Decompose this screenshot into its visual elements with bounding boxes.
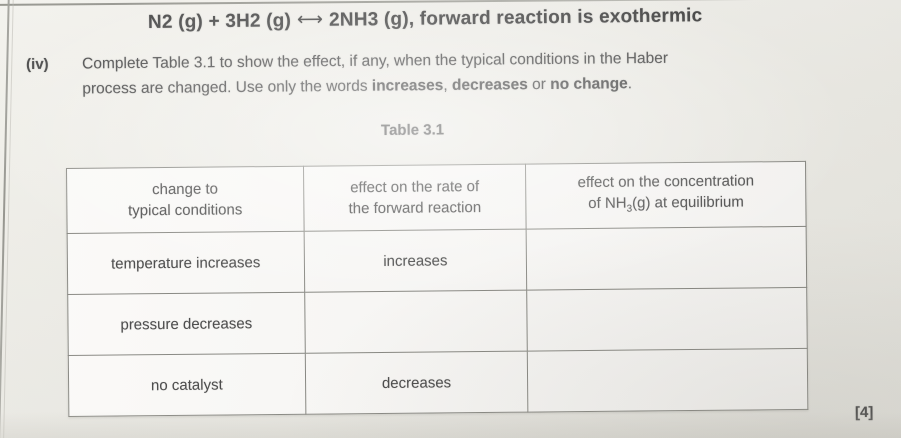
header-col2-line2: the forward reaction bbox=[348, 199, 482, 218]
header-cell-effect-on-concentration: effect on the concentration of NH3(g) at… bbox=[525, 161, 807, 230]
header-col3-line2-suffix: (g) at equilibrium bbox=[632, 193, 744, 212]
keyword-decreases: decreases bbox=[451, 76, 528, 94]
cell-concentration-3[interactable] bbox=[527, 348, 808, 413]
question-marker: (iv) bbox=[26, 55, 49, 73]
cell-rate-1[interactable]: increases bbox=[303, 229, 528, 293]
header-cell-change-to-typical-conditions: change to typical conditions bbox=[66, 166, 304, 234]
table-row: no catalyst decreases bbox=[68, 348, 808, 417]
table-header: change to typical conditions effect on t… bbox=[66, 161, 807, 234]
cell-rate-3[interactable]: decreases bbox=[304, 351, 529, 415]
table-caption: Table 3.1 bbox=[380, 121, 445, 139]
cell-concentration-2[interactable] bbox=[527, 287, 808, 352]
header-col1-line2: typical conditions bbox=[128, 201, 243, 220]
page-top-rule bbox=[0, 0, 901, 6]
table-body: temperature increases increases pressure… bbox=[67, 226, 808, 417]
marks-allocation: [4] bbox=[854, 403, 874, 422]
header-col3-line1: effect on the concentration bbox=[577, 172, 755, 192]
header-col3-line2-prefix: of NH bbox=[588, 194, 627, 212]
equation-reactants: N2 (g) + 3H2 (g) bbox=[147, 10, 292, 33]
equation-products: 2NH3 (g) bbox=[328, 8, 409, 31]
header-cell-effect-on-rate: effect on the rate of the forward reacti… bbox=[303, 164, 527, 232]
cell-rate-2[interactable] bbox=[304, 290, 528, 354]
table-3-1-wrapper: change to typical conditions effect on t… bbox=[66, 160, 809, 417]
instruction-line-2-prefix: process are changed. Use only the words bbox=[82, 77, 372, 98]
cell-concentration-1[interactable] bbox=[526, 226, 807, 291]
equation-note: , forward reaction is exothermic bbox=[408, 5, 703, 30]
keyword-no-change: no change bbox=[550, 75, 628, 93]
keyword-increases: increases bbox=[371, 76, 444, 95]
table-header-row: change to typical conditions effect on t… bbox=[66, 161, 807, 234]
header-col2-line1: effect on the rate of bbox=[350, 178, 480, 197]
chemical-equation: N2 (g) + 3H2 (g) ⟷ 2NH3 (g), forward react… bbox=[148, 5, 703, 34]
table-row: temperature increases increases bbox=[67, 226, 807, 295]
question-instruction: (iv) Complete Table 3.1 to show the effe… bbox=[26, 43, 901, 102]
instruction-line-2-suffix: . bbox=[627, 75, 633, 93]
table-row: pressure decreases bbox=[67, 287, 808, 356]
cell-condition-3: no catalyst bbox=[68, 353, 306, 417]
cell-condition-1: temperature increases bbox=[67, 231, 305, 295]
reversible-arrow-icon: ⟷ bbox=[296, 8, 324, 30]
table-3-1: change to typical conditions effect on t… bbox=[66, 160, 809, 417]
header-col1-line1: change to bbox=[151, 180, 219, 199]
instruction-separator-1: , bbox=[443, 76, 453, 94]
cell-condition-2: pressure decreases bbox=[67, 292, 305, 356]
instruction-separator-2: or bbox=[527, 75, 551, 94]
